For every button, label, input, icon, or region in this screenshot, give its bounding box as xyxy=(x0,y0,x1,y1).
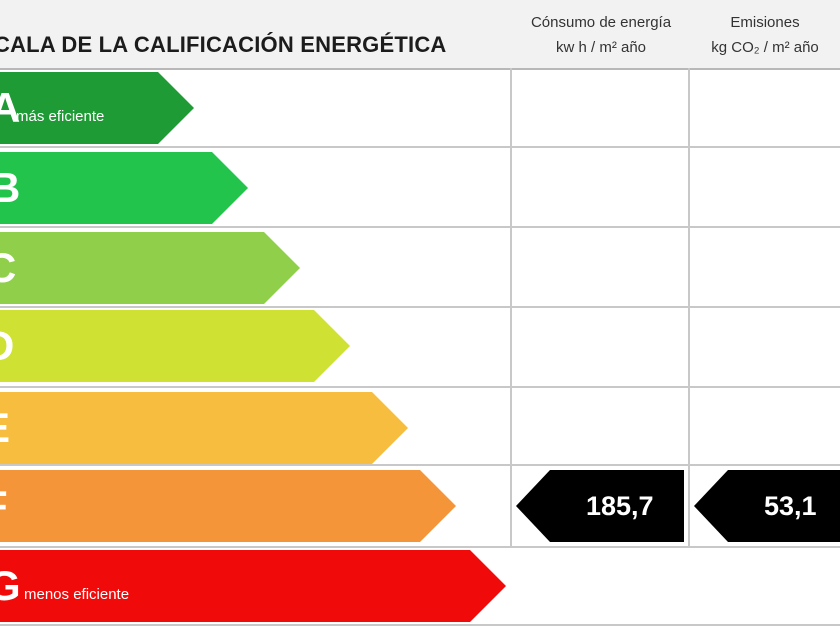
rating-arrow-d: D xyxy=(0,310,350,382)
rating-note-least-efficient: menos eficiente xyxy=(24,586,130,603)
emissions-column-title: Emisiones xyxy=(730,14,800,31)
rating-arrow-c-shape xyxy=(0,232,300,304)
row-divider xyxy=(0,306,840,308)
rating-letter-g: G xyxy=(0,562,21,609)
row-divider xyxy=(0,464,840,466)
bottom-rule xyxy=(0,624,840,626)
emissions-indicator-shape xyxy=(694,470,840,542)
row-divider xyxy=(0,546,840,548)
rating-arrow-f-shape xyxy=(0,470,456,542)
rating-arrow-e: E xyxy=(0,392,408,464)
rating-arrow-b: B xyxy=(0,152,248,224)
header-band xyxy=(0,0,840,70)
rating-letter-a: A xyxy=(0,84,21,131)
rating-arrow-b-shape xyxy=(0,152,248,224)
rating-arrow-f: F xyxy=(0,470,456,542)
rating-arrow-d-shape xyxy=(0,310,350,382)
rating-arrow-g-shape xyxy=(0,550,506,622)
energy-column-unit: kw h / m² año xyxy=(555,39,647,56)
row-divider xyxy=(0,386,840,388)
scale-title: CALA DE LA CALIFICACIÓN ENERGÉTICA xyxy=(0,32,447,57)
energy-column-header: Cónsumo de energía kw h / m² año xyxy=(512,10,690,60)
energy-indicator-shape xyxy=(516,470,684,542)
rating-arrow-a: A más eficiente xyxy=(0,72,194,144)
rating-letter-d: D xyxy=(0,316,14,376)
rating-note-most-efficient: más eficiente xyxy=(16,108,105,125)
rating-arrow-g: G menos eficiente xyxy=(0,550,506,622)
rating-letter-b: B xyxy=(0,164,21,211)
row-divider xyxy=(0,146,840,148)
energy-consumption-indicator: 185,7 xyxy=(516,470,684,542)
emissions-column-header: Emisiones kg CO₂ / m² año xyxy=(690,10,840,60)
rating-arrow-a-shape xyxy=(0,72,194,144)
emissions-indicator: 53,1 xyxy=(694,470,840,542)
energy-consumption-value: 185,7 xyxy=(586,491,654,521)
rating-letter-f: F xyxy=(0,476,8,536)
emissions-value: 53,1 xyxy=(764,491,817,521)
rating-letter-e: E xyxy=(0,398,10,458)
row-divider xyxy=(0,226,840,228)
rating-arrow-e-shape xyxy=(0,392,408,464)
rating-arrow-c: C xyxy=(0,232,300,304)
rating-letter-c: C xyxy=(0,244,17,291)
energy-column-title: Cónsumo de energía xyxy=(530,14,672,31)
emissions-column-unit: kg CO₂ / m² año xyxy=(711,39,819,56)
